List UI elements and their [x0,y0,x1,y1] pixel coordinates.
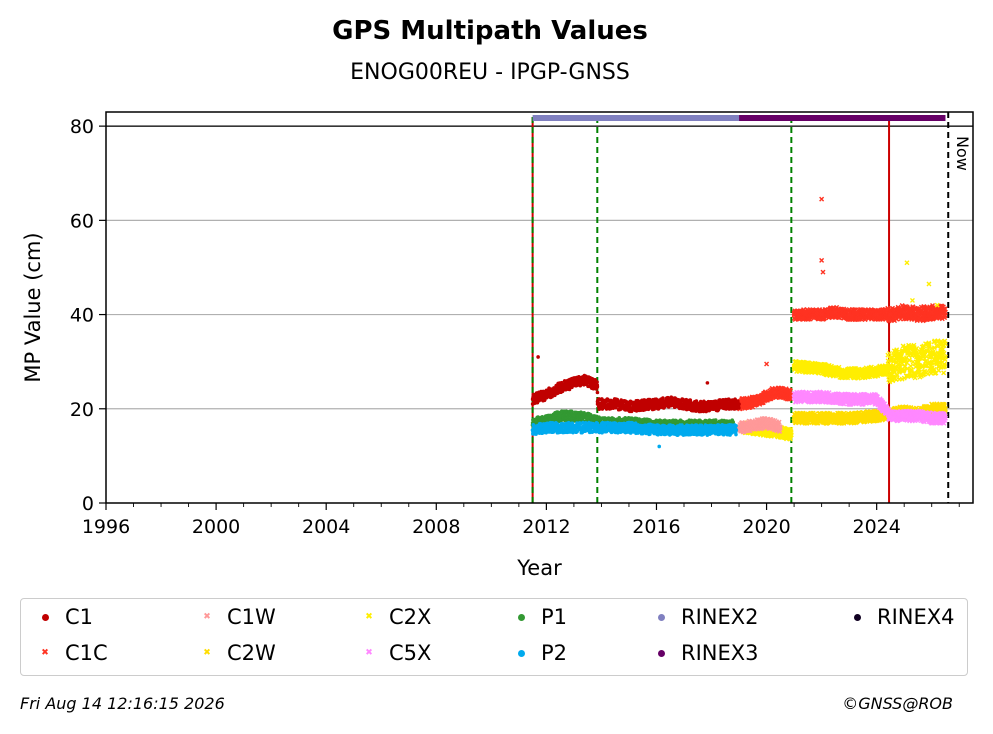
series-c2x [741,338,948,442]
data-point [572,381,576,385]
data-point [791,415,797,421]
data-point [595,390,600,395]
data-point [941,370,947,376]
data-point [544,392,549,397]
data-point [942,406,948,412]
data-point [819,415,825,421]
series-c1 [530,373,741,414]
data-point [668,399,673,404]
data-point [530,397,535,402]
data-point [846,415,852,421]
data-point [627,404,631,409]
data-point [737,406,741,410]
chart-title: GPS Multipath Values [332,16,648,46]
data-point [737,402,741,406]
data-point [942,403,948,409]
chart-subtitle: ENOG00REU - IPGP-GNSS [350,60,630,85]
data-point [723,402,728,406]
data-point [874,413,880,419]
data-point [583,378,587,383]
data-point [595,380,599,384]
data-point [709,404,714,409]
data-point [695,404,700,409]
data-point [613,402,617,406]
data-point [595,383,600,388]
data-point [908,363,914,369]
data-point [558,385,562,390]
data-point [682,402,686,406]
data-point [595,402,600,406]
data-point [929,406,935,412]
data-point [654,402,659,406]
